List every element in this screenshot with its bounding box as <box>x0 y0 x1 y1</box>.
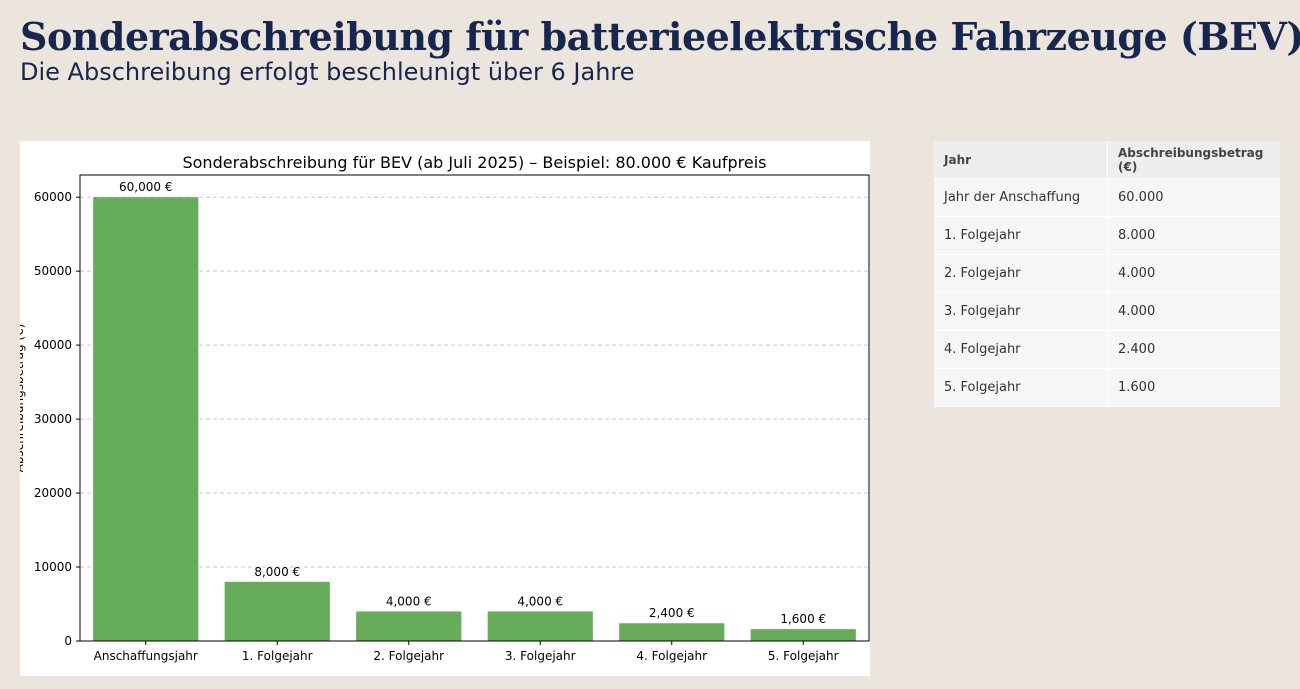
table-cell-amount: 2.400 <box>1107 330 1280 369</box>
table-cell-amount: 1.600 <box>1107 368 1280 407</box>
bar <box>487 611 593 641</box>
data-label: 2,400 € <box>649 606 695 620</box>
y-tick-label: 40000 <box>34 338 72 352</box>
plot-frame <box>79 174 870 642</box>
x-tick-label: 5. Folgejahr <box>768 649 839 663</box>
x-tick-label: 3. Folgejahr <box>505 649 576 663</box>
table-cell-year: 2. Folgejahr <box>934 254 1108 293</box>
table-header-row: Jahr Abschreibungsbetrag (€) <box>934 141 1280 179</box>
bar <box>750 629 856 641</box>
chart-panel: 60,000 € Anschaffungsjahr 8,000 € 1. Folgej… <box>20 141 870 676</box>
table-cell-year: 5. Folgejahr <box>934 368 1108 407</box>
x-tick-label: Anschaffungsjahr <box>94 649 198 663</box>
x-tick-label: 4. Folgejahr <box>636 649 707 663</box>
bar-chart: 60,000 € Anschaffungsjahr 8,000 € 1. Folgej… <box>20 153 870 663</box>
table-row: 4. Folgejahr 2.400 <box>934 330 1280 369</box>
data-label: 8,000 € <box>254 565 300 579</box>
y-tick-label: 0 <box>64 634 72 648</box>
data-label: 60,000 € <box>119 180 172 194</box>
depreciation-table: Jahr Abschreibungsbetrag (€) Jahr der An… <box>934 141 1280 407</box>
y-tick-label: 30000 <box>34 412 72 426</box>
y-tick-label: 60000 <box>34 190 72 204</box>
table-cell-amount: 60.000 <box>1107 178 1280 217</box>
table-cell-year: 4. Folgejahr <box>934 330 1108 369</box>
bar <box>356 611 462 641</box>
column-header-year: Jahr <box>934 141 1108 179</box>
table-panel: Jahr Abschreibungsbetrag (€) Jahr der An… <box>934 141 1280 407</box>
y-tick-label: 10000 <box>34 560 72 574</box>
table-row: 5. Folgejahr 1.600 <box>934 368 1280 407</box>
y-tick-label: 50000 <box>34 264 72 278</box>
table-cell-amount: 4.000 <box>1107 254 1280 293</box>
table-cell-year: Jahr der Anschaffung <box>934 178 1108 217</box>
data-label: 4,000 € <box>517 594 563 608</box>
table-cell-amount: 4.000 <box>1107 292 1280 331</box>
table-row: 1. Folgejahr 8.000 <box>934 216 1280 255</box>
bar <box>93 197 199 641</box>
bar <box>224 581 330 641</box>
chart-title: Sonderabschreibung für BEV (ab Juli 2025… <box>182 153 766 172</box>
column-header-amount: Abschreibungsbetrag (€) <box>1107 141 1280 179</box>
table-row: Jahr der Anschaffung 60.000 <box>934 178 1280 217</box>
table-cell-amount: 8.000 <box>1107 216 1280 255</box>
y-tick-label: 20000 <box>34 486 72 500</box>
table-cell-year: 1. Folgejahr <box>934 216 1108 255</box>
page-subtitle: Die Abschreibung erfolgt beschleunigt üb… <box>20 58 635 86</box>
data-label: 1,600 € <box>780 612 826 626</box>
data-label: 4,000 € <box>386 594 432 608</box>
x-tick-label: 2. Folgejahr <box>373 649 444 663</box>
bar <box>619 623 725 641</box>
x-tick-label: 1. Folgejahr <box>242 649 313 663</box>
table-cell-year: 3. Folgejahr <box>934 292 1108 331</box>
table-row: 2. Folgejahr 4.000 <box>934 254 1280 293</box>
table-row: 3. Folgejahr 4.000 <box>934 292 1280 331</box>
y-axis-label: Abschreibungsbetrag (€) <box>20 324 26 473</box>
page-title: Sonderabschreibung für batterieelektrisc… <box>20 14 1300 59</box>
